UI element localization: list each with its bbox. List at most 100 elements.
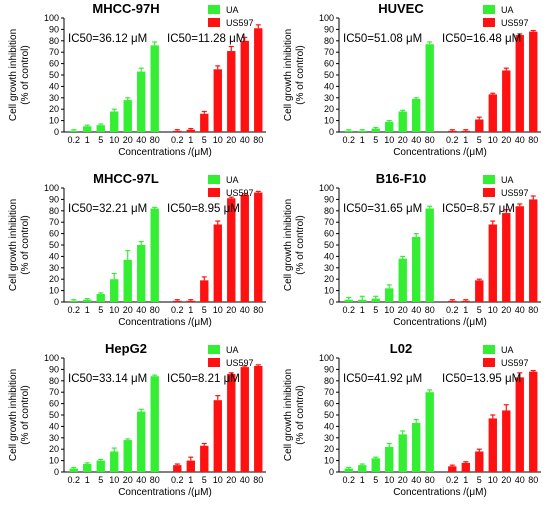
- y-tick-label: 90: [324, 194, 334, 204]
- bar: [173, 130, 182, 132]
- bar: [227, 373, 236, 472]
- x-axis-label: Concentrations /(μM): [393, 317, 487, 328]
- x-tick-label: 10: [488, 135, 498, 145]
- bar: [371, 298, 380, 302]
- ic50-annotation-us597: IC50=8.21 μM: [167, 373, 240, 385]
- x-tick-label: 80: [528, 135, 538, 145]
- x-tick-label: 1: [85, 135, 90, 145]
- bar: [412, 422, 421, 472]
- x-tick-label: 1: [85, 475, 90, 485]
- bar: [398, 111, 407, 132]
- bar: [83, 126, 92, 132]
- x-tick-label: 10: [488, 305, 498, 315]
- y-axis-label: Cell growth inhibition: [8, 29, 19, 121]
- y-tick-label: 70: [324, 217, 334, 227]
- chart-panel: MHCC-97L Cell growth inhibition (% of cont…: [8, 171, 266, 328]
- x-tick-label: 1: [463, 305, 468, 315]
- bar: [200, 280, 209, 302]
- bar: [240, 367, 249, 472]
- y-axis-label: Cell growth inhibition: [283, 199, 294, 291]
- bar: [412, 98, 421, 132]
- x-tick-label: 10: [384, 135, 394, 145]
- bar: [200, 445, 209, 472]
- y-tick-label: 10: [49, 116, 59, 126]
- x-tick-label: 40: [240, 135, 250, 145]
- chart-title: HepG2: [105, 341, 147, 356]
- legend-swatch: [483, 5, 495, 14]
- y-tick-label: 50: [324, 70, 334, 80]
- legend-label: UA: [226, 175, 239, 185]
- bar: [425, 44, 434, 132]
- y-tick-label: 90: [324, 24, 334, 34]
- bar: [385, 121, 394, 132]
- bar: [488, 224, 497, 302]
- x-tick-label: 40: [136, 475, 146, 485]
- y-tick-label: 80: [324, 376, 334, 386]
- chart-title: MHCC-97H: [92, 1, 159, 16]
- x-tick-label: 40: [515, 305, 525, 315]
- legend: UA US597: [208, 345, 254, 368]
- x-tick-label: 20: [398, 475, 408, 485]
- series-us597: 0.2 1 5 10 20 40 80: [446, 369, 538, 485]
- x-axis-label: Concentrations /(μM): [118, 487, 212, 498]
- y-tick-label: 90: [49, 24, 59, 34]
- chart-panel: B16-F10 Cell growth inhibition (% of contr…: [283, 171, 541, 328]
- x-tick-label: 80: [425, 475, 435, 485]
- y-axis-label: Cell growth inhibition: [8, 199, 19, 291]
- x-tick-label: 0.2: [171, 475, 184, 485]
- x-tick-label: 0.2: [446, 305, 459, 315]
- x-tick-label: 20: [501, 305, 511, 315]
- y-axis-label: Cell growth inhibition: [283, 29, 294, 121]
- bar: [213, 224, 222, 302]
- bar: [69, 468, 78, 472]
- y-tick-label: 70: [324, 387, 334, 397]
- bar: [254, 192, 263, 302]
- y-tick-label: 70: [49, 217, 59, 227]
- x-tick-label: 20: [226, 305, 236, 315]
- bar: [502, 213, 511, 302]
- ic50-annotation-us597: IC50=8.57 μM: [442, 203, 515, 215]
- y-tick-label: 70: [324, 47, 334, 57]
- x-tick-label: 1: [360, 305, 365, 315]
- y-tick-label: 20: [49, 444, 59, 454]
- legend: UA US597: [208, 175, 254, 198]
- chart-panel: HepG2 Cell growth inhibition (% of control…: [8, 341, 266, 498]
- x-tick-label: 80: [253, 135, 263, 145]
- ic50-annotation-us597: IC50=16.48 μM: [442, 33, 521, 45]
- x-tick-label: 1: [188, 305, 193, 315]
- legend-label: UA: [501, 5, 514, 15]
- x-tick-label: 1: [188, 475, 193, 485]
- ic50-annotation-us597: IC50=13.95 μM: [442, 373, 521, 385]
- x-tick-label: 0.2: [342, 305, 355, 315]
- x-tick-label: 40: [515, 475, 525, 485]
- bar: [371, 128, 380, 132]
- ic50-annotation-us597: IC50=8.95 μM: [167, 203, 240, 215]
- bar: [371, 458, 380, 472]
- x-tick-label: 5: [373, 475, 378, 485]
- x-tick-label: 40: [411, 475, 421, 485]
- bar: [186, 300, 195, 302]
- bar: [186, 129, 195, 132]
- bar: [358, 465, 367, 472]
- legend-swatch: [208, 18, 220, 27]
- x-tick-label: 40: [136, 305, 146, 315]
- y-tick-label: 100: [319, 183, 334, 193]
- series-us597: 0.2 1 5 10 20 40 80: [171, 364, 263, 485]
- x-tick-label: 5: [98, 305, 103, 315]
- x-tick-label: 10: [384, 475, 394, 485]
- ic50-annotation-us597: IC50=11.28 μM: [167, 33, 245, 45]
- x-tick-label: 20: [398, 135, 408, 145]
- y-tick-label: 30: [324, 433, 334, 443]
- bar: [461, 130, 470, 132]
- bar: [200, 113, 209, 132]
- y-tick-label: 60: [324, 399, 334, 409]
- x-tick-label: 40: [240, 475, 250, 485]
- legend: UA US597: [483, 175, 529, 198]
- bar: [344, 130, 353, 132]
- bar: [110, 111, 119, 132]
- legend-swatch: [208, 175, 220, 184]
- x-tick-label: 10: [213, 305, 223, 315]
- legend-swatch: [208, 345, 220, 354]
- bar: [529, 199, 538, 302]
- y-tick-label: 100: [44, 13, 59, 23]
